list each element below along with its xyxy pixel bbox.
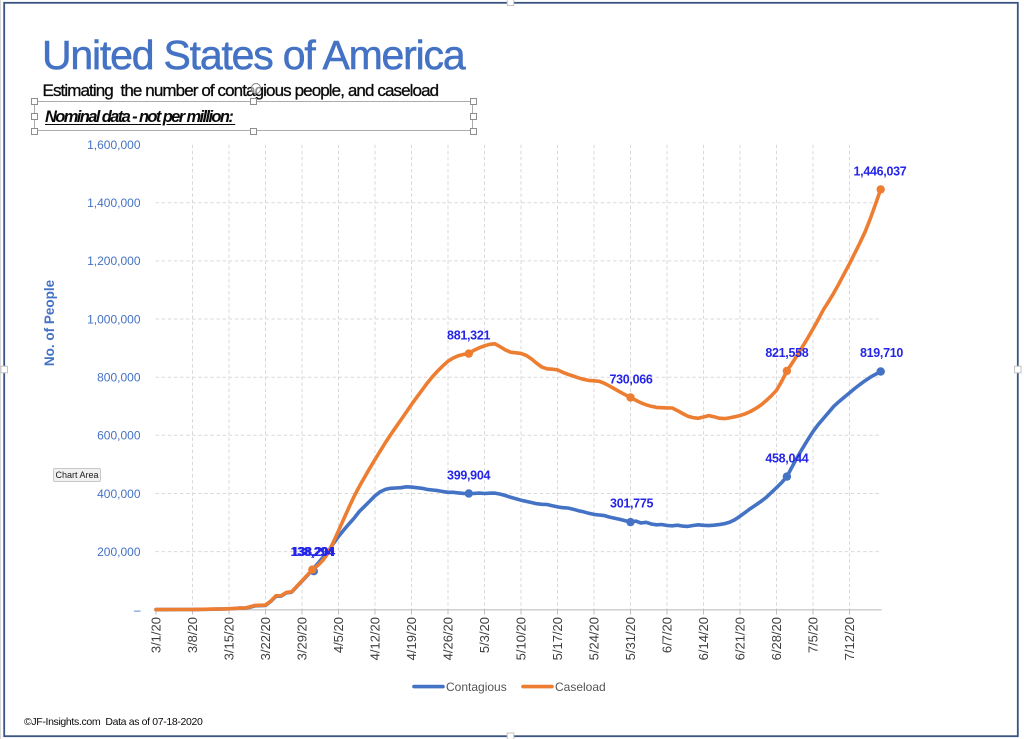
svg-text:4/5/20: 4/5/20 <box>331 617 346 653</box>
svg-text:6/21/20: 6/21/20 <box>733 617 748 660</box>
svg-text:730,066: 730,066 <box>609 372 652 386</box>
svg-text:5/10/20: 5/10/20 <box>514 617 529 660</box>
svg-text:301,775: 301,775 <box>610 496 653 510</box>
svg-text:1,200,000: 1,200,000 <box>87 254 141 268</box>
svg-text:819,710: 819,710 <box>860 346 903 360</box>
svg-text:3/15/20: 3/15/20 <box>222 617 237 660</box>
svg-text:3/8/20: 3/8/20 <box>185 617 200 653</box>
svg-text:1,600,000: 1,600,000 <box>87 138 141 152</box>
svg-text:5/17/20: 5/17/20 <box>550 617 565 660</box>
svg-text:–: – <box>134 603 141 617</box>
svg-text:1,400,000: 1,400,000 <box>87 196 141 210</box>
svg-text:400,000: 400,000 <box>97 487 141 501</box>
svg-text:800,000: 800,000 <box>97 371 141 385</box>
svg-text:138,294: 138,294 <box>290 545 333 559</box>
svg-text:Caseload: Caseload <box>555 680 606 694</box>
svg-text:3/29/20: 3/29/20 <box>295 617 310 660</box>
svg-text:399,904: 399,904 <box>447 468 490 482</box>
svg-text:600,000: 600,000 <box>97 429 141 443</box>
svg-text:5/24/20: 5/24/20 <box>587 617 602 660</box>
svg-text:5/31/20: 5/31/20 <box>623 617 638 660</box>
svg-text:Contagious: Contagious <box>446 680 507 694</box>
svg-text:7/12/20: 7/12/20 <box>842 617 857 660</box>
svg-text:3/22/20: 3/22/20 <box>258 617 273 660</box>
svg-text:6/14/20: 6/14/20 <box>696 617 711 660</box>
svg-text:4/26/20: 4/26/20 <box>441 617 456 660</box>
svg-text:3/1/20: 3/1/20 <box>149 617 164 653</box>
svg-text:821,558: 821,558 <box>765 346 808 360</box>
svg-text:200,000: 200,000 <box>97 545 141 559</box>
svg-text:458,044: 458,044 <box>765 451 808 465</box>
svg-text:4/12/20: 4/12/20 <box>368 617 383 660</box>
svg-text:5/3/20: 5/3/20 <box>477 617 492 653</box>
svg-text:1,446,037: 1,446,037 <box>854 164 907 178</box>
svg-text:138,204: 138,204 <box>292 545 335 559</box>
svg-text:6/7/20: 6/7/20 <box>660 617 675 653</box>
svg-text:6/28/20: 6/28/20 <box>769 617 784 660</box>
svg-text:1,000,000: 1,000,000 <box>87 312 141 326</box>
svg-text:7/5/20: 7/5/20 <box>806 617 821 653</box>
svg-text:No. of People: No. of People <box>42 279 57 366</box>
svg-text:881,321: 881,321 <box>447 329 490 343</box>
svg-text:4/19/20: 4/19/20 <box>404 617 419 660</box>
